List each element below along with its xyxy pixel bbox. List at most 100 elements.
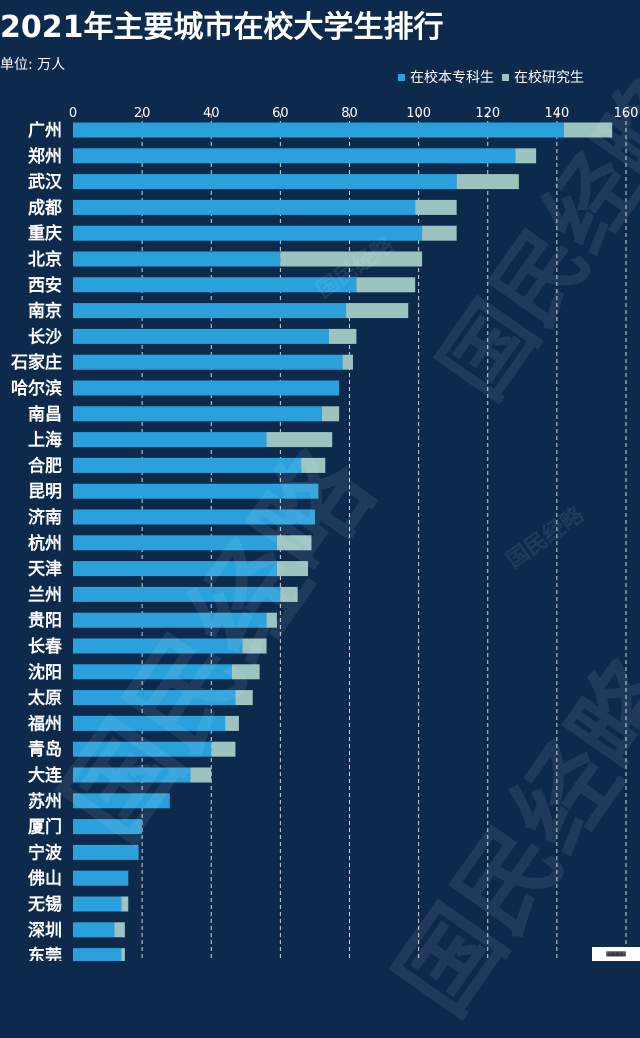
- category-label: 上海: [28, 430, 62, 451]
- bar-chart: 0 20 40 60 80 100 120 140 160 广州郑州武汉成都重庆北京西安南京长沙石…: [10, 106, 639, 961]
- bar-postgrad: [321, 406, 340, 422]
- category-label: 青岛: [28, 739, 62, 760]
- chart-title: 2021年主要城市在校大学生排行: [0, 10, 444, 45]
- bar-postgrad: [242, 638, 267, 654]
- category-label: 兰州: [28, 584, 62, 605]
- bar-undergrad: [73, 586, 281, 602]
- category-label: 长春: [28, 636, 62, 657]
- bar-postgrad: [328, 328, 357, 344]
- bar-undergrad: [73, 225, 423, 241]
- category-label: 杭州: [28, 533, 62, 554]
- bar-undergrad: [73, 457, 302, 473]
- bar-undergrad: [73, 612, 267, 628]
- category-label: 太原: [28, 688, 62, 709]
- category-label: 重庆: [28, 223, 62, 244]
- bar-undergrad: [73, 561, 277, 577]
- unit-label: 单位: 万人: [0, 57, 66, 73]
- category-label: 深圳: [28, 920, 62, 941]
- category-label: 西安: [28, 275, 62, 296]
- legend-item-postgrad: 在校研究生: [502, 67, 584, 87]
- bar-undergrad: [73, 303, 347, 319]
- bar-undergrad: [73, 199, 416, 215]
- legend-swatch-undergrad: [398, 73, 405, 81]
- bar-undergrad: [73, 174, 457, 190]
- bar-postgrad: [276, 535, 312, 551]
- bar-undergrad: [73, 922, 115, 938]
- bar-postgrad: [456, 174, 519, 190]
- bar-undergrad: [73, 896, 122, 912]
- bar-postgrad: [280, 251, 423, 267]
- category-label: 宁波: [28, 842, 63, 863]
- category-label: 贵阳: [28, 610, 62, 631]
- category-label: 大连: [28, 765, 63, 786]
- bar-undergrad: [73, 638, 243, 654]
- category-label: 长沙: [28, 326, 62, 347]
- bar-undergrad: [73, 122, 564, 138]
- bar-postgrad: [121, 896, 129, 912]
- bar-postgrad: [280, 586, 298, 602]
- bar-postgrad: [225, 715, 239, 731]
- bar-postgrad: [301, 457, 326, 473]
- category-label: 北京: [28, 249, 62, 270]
- bar-undergrad: [73, 870, 129, 886]
- x-tick-label: 60: [272, 106, 289, 121]
- x-tick-label: 80: [341, 106, 358, 121]
- bar-undergrad: [73, 354, 343, 370]
- bar-undergrad: [73, 432, 267, 448]
- bar-postgrad: [190, 767, 212, 783]
- bar-postgrad: [563, 122, 613, 138]
- bar-undergrad: [73, 148, 516, 164]
- bar-postgrad: [266, 432, 333, 448]
- category-label: 天津: [28, 559, 62, 580]
- category-label: 广州: [28, 120, 62, 141]
- bar-postgrad: [415, 199, 457, 215]
- x-tick-label: 160: [614, 106, 639, 121]
- bar-postgrad: [342, 354, 353, 370]
- bar-postgrad: [276, 561, 309, 577]
- bar-undergrad: [73, 664, 232, 680]
- category-label: 合肥: [28, 455, 62, 476]
- bar-undergrad: [73, 690, 236, 706]
- bar-postgrad: [356, 277, 416, 293]
- category-label: 无锡: [27, 894, 62, 915]
- bar-undergrad: [73, 767, 191, 783]
- category-label: 昆明: [28, 482, 62, 502]
- bar-undergrad: [73, 741, 212, 757]
- bar-undergrad: [73, 328, 329, 344]
- category-label: 东莞: [28, 946, 62, 961]
- category-label: 成都: [28, 197, 62, 218]
- x-tick-label: 140: [544, 106, 569, 121]
- bar-postgrad: [235, 690, 253, 706]
- legend-label-undergrad: 在校本专科生: [410, 70, 494, 86]
- category-label: 苏州: [28, 791, 62, 812]
- bar-undergrad: [73, 715, 226, 731]
- legend: 在校本专科生 在校研究生: [398, 67, 592, 87]
- category-label: 武汉: [28, 172, 63, 193]
- bar-undergrad: [73, 793, 170, 809]
- x-tick-label: 40: [203, 106, 220, 121]
- bar-undergrad: [73, 483, 319, 499]
- bar-undergrad: [73, 948, 122, 961]
- bar-undergrad: [73, 277, 357, 293]
- category-label: 福州: [27, 713, 62, 734]
- legend-swatch-postgrad: [502, 73, 509, 81]
- category-label: 南昌: [28, 404, 62, 425]
- category-label: 哈尔滨: [11, 378, 62, 399]
- bar-postgrad: [114, 922, 125, 938]
- qr-code-icon: ▦▦▦▦: [592, 947, 640, 961]
- legend-label-postgrad: 在校研究生: [514, 70, 584, 86]
- bar-postgrad: [211, 741, 236, 757]
- bar-undergrad: [73, 406, 322, 422]
- category-label: 沈阳: [28, 662, 62, 683]
- legend-item-undergrad: 在校本专科生: [398, 67, 494, 87]
- category-label: 佛山: [27, 868, 62, 889]
- x-tick-label: 0: [69, 106, 77, 121]
- bar-undergrad: [73, 819, 143, 835]
- x-tick-label: 120: [475, 106, 500, 121]
- bar-undergrad: [73, 535, 277, 551]
- bar-postgrad: [422, 225, 457, 241]
- x-tick-label: 100: [406, 106, 431, 121]
- category-label: 石家庄: [10, 352, 62, 373]
- bar-postgrad: [515, 148, 537, 164]
- bar-undergrad: [73, 380, 340, 396]
